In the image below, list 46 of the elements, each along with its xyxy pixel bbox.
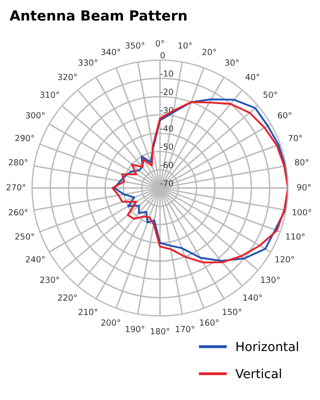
y-tick-label: -70 [160, 180, 174, 186]
spoke-label: 20° [202, 48, 216, 56]
y-tick-label: -60 [160, 162, 174, 168]
spoke-label: 270° [6, 184, 26, 190]
y-tick-label: -20 [160, 88, 174, 95]
spoke-label: 330° [78, 59, 98, 66]
spoke-label: 60° [278, 112, 292, 118]
spoke-label: 260° [8, 209, 28, 216]
spoke-label: 280° [8, 159, 28, 166]
spoke-label: 150° [222, 308, 242, 316]
spoke-label: 70° [288, 134, 302, 142]
spoke-label: 110° [286, 233, 305, 240]
y-tick-label: -10 [160, 70, 174, 77]
legend-label: Horizontal [236, 342, 298, 352]
spoke-label: 90° [297, 184, 311, 190]
y-tick-label: -50 [160, 144, 174, 150]
y-tick-label: -40 [160, 125, 174, 132]
spoke-label: 130° [261, 276, 280, 283]
spoke-label: 250° [15, 233, 34, 240]
spoke-label: 10° [178, 42, 192, 49]
spoke-label: 210° [78, 308, 98, 316]
spoke-label: 220° [58, 294, 77, 301]
spoke-label: 240° [26, 256, 45, 262]
spoke-label: 80° [294, 159, 308, 166]
spoke-label: 0° [156, 40, 164, 46]
y-tick-label: 0 [160, 52, 165, 58]
spoke-label: 160° [200, 319, 218, 326]
spoke-label: 230° [40, 276, 59, 283]
spoke-label: 290° [15, 134, 34, 142]
spoke-label: 300° [26, 112, 45, 118]
spoke-label: 180° [150, 328, 170, 334]
spoke-label: 120° [276, 256, 294, 262]
spoke-label: 310° [40, 92, 59, 98]
spoke-label: 140° [243, 294, 262, 301]
chart-title: Antenna Beam Pattern [10, 10, 186, 21]
spoke-label: 50° [264, 92, 277, 98]
spoke-label: 30° [225, 59, 239, 66]
spoke-label: 40° [246, 74, 260, 80]
spoke-label: 100° [292, 209, 312, 216]
legend-label: Vertical [235, 368, 281, 378]
spoke-label: 340° [101, 48, 120, 56]
spoke-label: 200° [101, 319, 120, 326]
spoke-label: 320° [58, 74, 77, 80]
spoke-label: 170° [176, 326, 194, 332]
spoke-label: 350° [126, 42, 144, 49]
spoke-label: 190° [126, 326, 144, 332]
